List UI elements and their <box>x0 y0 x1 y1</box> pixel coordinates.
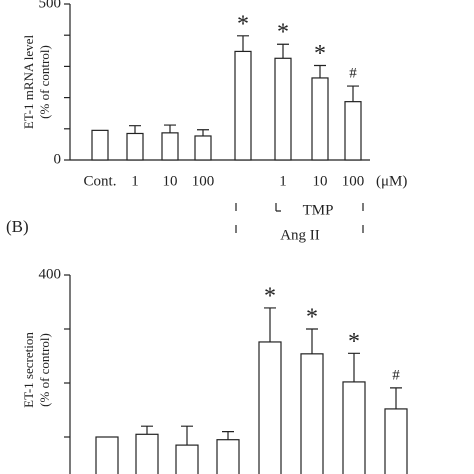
bar <box>194 135 212 161</box>
error-bar <box>164 124 176 133</box>
bar <box>216 439 240 474</box>
group-label: TMP <box>303 202 334 218</box>
error-bar <box>264 307 276 342</box>
bar <box>95 436 119 474</box>
significance-marker: * <box>277 20 289 46</box>
bar <box>344 101 362 161</box>
bar <box>161 132 179 161</box>
y-tick-label: 400 <box>39 266 62 282</box>
bar <box>258 341 282 474</box>
y-tick-label: 500 <box>39 0 62 11</box>
error-bar <box>141 425 153 435</box>
significance-marker: # <box>349 65 357 81</box>
bar <box>126 132 144 161</box>
error-bar <box>181 425 193 446</box>
x-tick-label: 10 <box>313 173 328 189</box>
bar <box>384 408 408 474</box>
bar <box>342 381 366 474</box>
bar <box>300 353 324 474</box>
error-bar <box>129 125 141 134</box>
significance-marker: * <box>264 283 276 309</box>
bracket <box>235 203 364 233</box>
x-tick-label: 10 <box>163 173 178 189</box>
significance-marker: # <box>392 367 400 383</box>
bar <box>135 433 159 474</box>
x-tick-label: 1 <box>131 173 139 189</box>
bar <box>175 444 199 474</box>
significance-marker: * <box>306 305 318 331</box>
x-tick-label: 100 <box>192 173 215 189</box>
error-bar <box>348 352 360 382</box>
bar <box>311 77 329 161</box>
y-axis-label: ET-1 mRNA level <box>21 35 36 130</box>
x-tick-label: Cont. <box>84 173 117 189</box>
error-bar <box>306 328 318 354</box>
bar <box>91 129 109 161</box>
significance-marker: * <box>314 41 326 67</box>
bar <box>274 57 292 161</box>
error-bar <box>237 35 249 52</box>
group-label: Ang II <box>280 227 320 243</box>
y-axis-label: ET-1 secretion <box>21 332 36 408</box>
y-axis-label: (% of control) <box>37 45 52 119</box>
error-bar <box>222 431 234 440</box>
y-tick-label: 0 <box>54 151 62 167</box>
error-bar <box>347 85 359 102</box>
significance-marker: * <box>348 329 360 355</box>
error-bar <box>314 64 326 78</box>
significance-marker: * <box>237 11 249 37</box>
x-tick-label: 100 <box>342 173 365 189</box>
x-tick-label: 1 <box>279 173 287 189</box>
error-bar <box>197 129 209 136</box>
error-bar <box>277 43 289 59</box>
y-axis-label: (% of control) <box>37 333 52 407</box>
panel-label: (B) <box>6 217 29 236</box>
x-unit: (μM) <box>376 173 407 189</box>
error-bar <box>390 387 402 409</box>
bar <box>234 50 252 161</box>
